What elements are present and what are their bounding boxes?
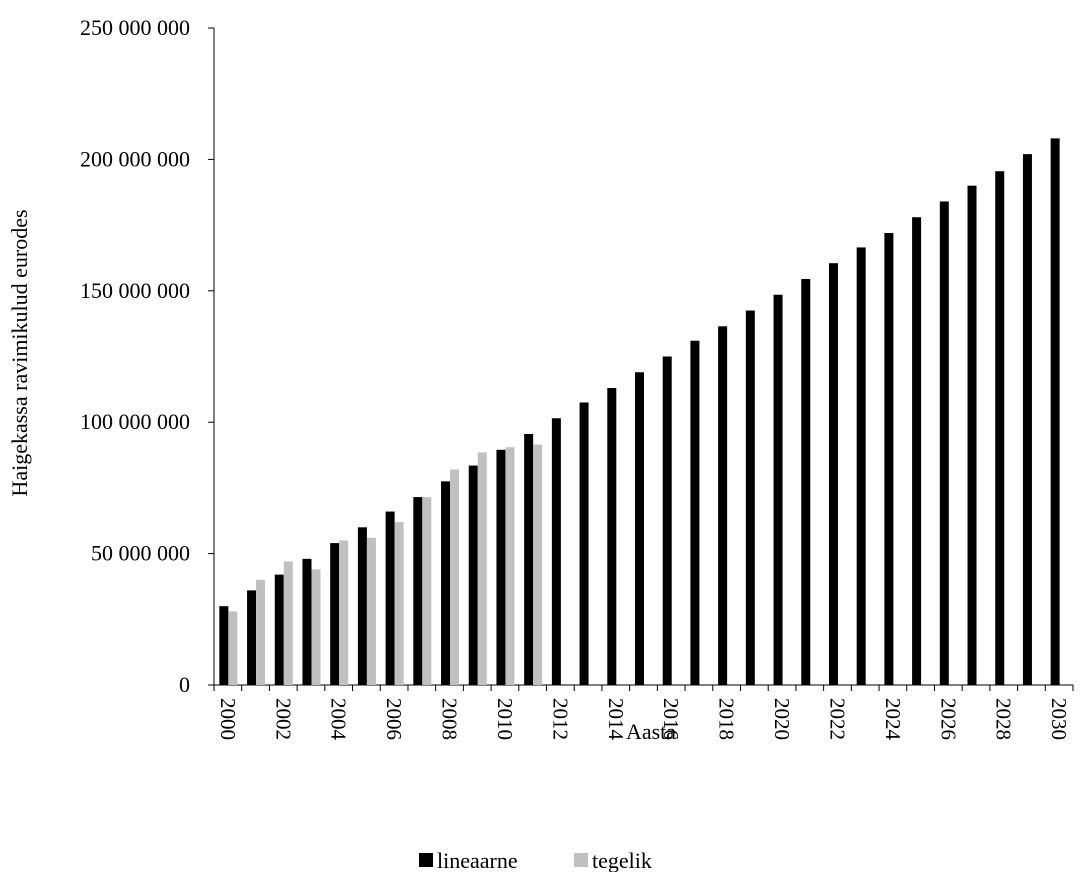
bar-tegelik-2005	[366, 537, 376, 685]
bar-lineaarne-2025	[912, 217, 922, 685]
x-tick-label: 2022	[825, 698, 849, 740]
x-tick-label: 2000	[216, 698, 240, 740]
bar-lineaarne-2002	[274, 574, 284, 685]
x-tick-label: 2004	[327, 698, 351, 741]
bar-lineaarne-2019	[745, 310, 755, 685]
legend-label-lineaarne: lineaarne	[437, 848, 518, 872]
bar-lineaarne-2003	[302, 558, 312, 685]
x-tick-label: 2028	[992, 698, 1016, 740]
x-tick-label: 2014	[604, 698, 628, 741]
bar-lineaarne-2004	[330, 543, 340, 685]
bar-lineaarne-2007	[413, 497, 423, 685]
bar-tegelik-2006	[394, 522, 404, 685]
bar-lineaarne-2017	[690, 340, 700, 685]
x-tick-label: 2024	[881, 698, 905, 741]
bar-lineaarne-2030	[1050, 138, 1060, 686]
legend: lineaarne tegelik	[419, 848, 652, 872]
bar-lineaarne-2001	[247, 590, 257, 685]
x-tick-label: 2030	[1047, 698, 1071, 740]
bar-lineaarne-2023	[856, 247, 866, 686]
y-tick-label: 200 000 000	[80, 146, 190, 171]
bar-tegelik-2003	[311, 569, 321, 685]
bar-lineaarne-2011	[524, 434, 534, 685]
x-tick-label: 2026	[936, 698, 960, 740]
bar-lineaarne-2026	[939, 201, 949, 685]
bar-lineaarne-2016	[662, 356, 672, 685]
bar-lineaarne-2012	[551, 418, 561, 685]
bar-lineaarne-2013	[579, 402, 589, 685]
bar-tegelik-2000	[228, 611, 238, 685]
y-axis: 0 50 000 000 100 000 000 150 000 000 200 000…	[80, 15, 215, 697]
x-tick-label: 2016	[659, 698, 683, 740]
x-tick-label: 2010	[493, 698, 517, 740]
legend-label-tegelik: tegelik	[592, 848, 652, 872]
bar-lineaarne-2009	[468, 465, 478, 685]
x-tick-label: 2020	[770, 698, 794, 740]
bar-tegelik-2009	[477, 452, 487, 685]
bar-tegelik-2010	[505, 447, 515, 685]
bar-lineaarne-2008	[441, 481, 451, 685]
legend-swatch-tegelik	[574, 853, 588, 867]
bar-lineaarne-2005	[357, 527, 367, 685]
x-axis: 2000 2002 2004 2006 2008 2010 2012 2014 2016 2018…	[213, 684, 1074, 741]
bars	[219, 138, 1060, 686]
x-tick-label: 2006	[382, 698, 406, 740]
bar-tegelik-2011	[533, 444, 543, 685]
bar-lineaarne-2015	[635, 372, 644, 685]
bar-lineaarne-2021	[801, 278, 811, 685]
bar-lineaarne-2018	[718, 326, 728, 685]
x-tick-label: 2012	[548, 698, 572, 740]
y-tick-label: 0	[179, 672, 190, 697]
bar-lineaarne-2014	[607, 388, 617, 685]
x-tick-label: 2008	[438, 698, 462, 740]
bar-lineaarne-2000	[219, 606, 229, 685]
bar-lineaarne-2006	[385, 511, 395, 685]
bar-lineaarne-2010	[496, 449, 506, 685]
x-axis-title: Aasta	[626, 719, 676, 744]
y-axis-title: Haigekassa ravimikulud eurodes	[7, 209, 32, 496]
bar-lineaarne-2022	[828, 263, 838, 685]
bar-lineaarne-2028	[995, 171, 1005, 685]
x-tick-label: 2018	[715, 698, 739, 740]
x-tick-label: 2002	[271, 698, 295, 740]
y-tick-label: 250 000 000	[80, 15, 190, 40]
bar-lineaarne-2024	[884, 232, 894, 685]
bar-tegelik-2002	[283, 561, 293, 685]
bar-lineaarne-2020	[773, 294, 783, 685]
y-tick-label: 100 000 000	[80, 409, 190, 434]
y-tick-label: 50 000 000	[91, 541, 190, 566]
bar-lineaarne-2027	[967, 185, 977, 685]
bar-tegelik-2001	[256, 579, 266, 685]
bar-lineaarne-2029	[1022, 154, 1032, 686]
bar-tegelik-2004	[339, 540, 349, 685]
bar-tegelik-2007	[422, 497, 432, 685]
legend-swatch-lineaarne	[419, 853, 433, 867]
bar-tegelik-2008	[450, 469, 460, 685]
y-tick-label: 150 000 000	[80, 278, 190, 303]
